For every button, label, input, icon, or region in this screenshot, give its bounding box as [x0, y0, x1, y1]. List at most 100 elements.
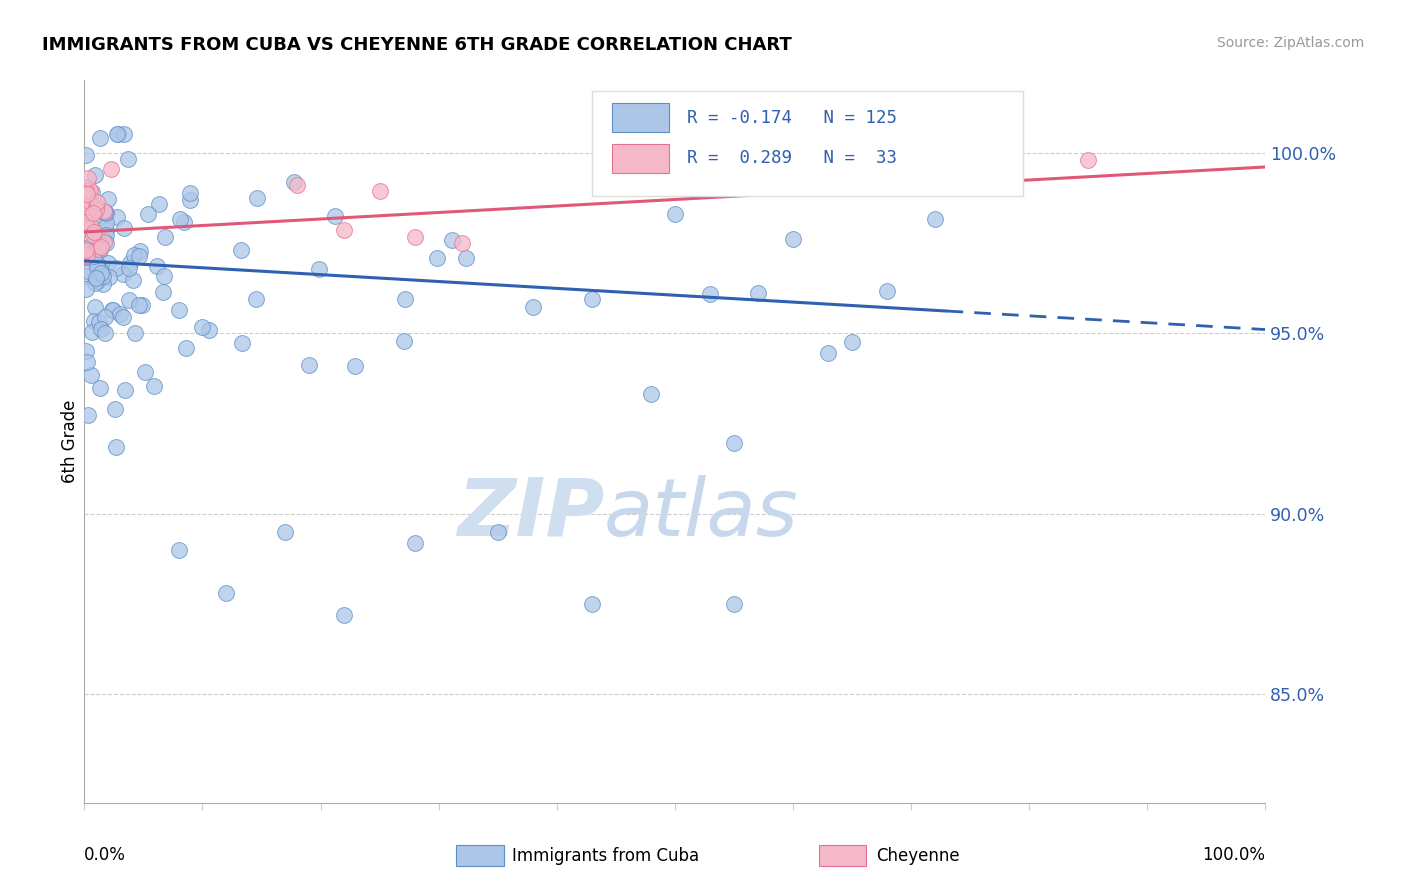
Point: [104, 261, 127, 276]
Point: [84, 200, 107, 214]
Point: [82, 228, 104, 243]
Point: [76, 171, 98, 186]
Point: [84, 301, 107, 315]
Point: [134, 366, 156, 380]
Point: [75, 249, 97, 263]
Point: [79, 194, 101, 209]
Point: [97, 256, 120, 270]
Point: [723, 436, 745, 450]
Point: [83, 225, 105, 239]
Point: [90, 266, 112, 280]
Point: [817, 345, 839, 359]
Point: [108, 307, 131, 321]
Point: [128, 298, 150, 312]
Point: [83, 276, 105, 290]
Point: [75, 282, 97, 296]
Point: [392, 334, 415, 348]
Point: [101, 302, 124, 317]
Point: [96, 235, 118, 250]
Point: [75, 203, 97, 218]
Text: Immigrants from Cuba: Immigrants from Cuba: [512, 847, 699, 864]
Point: [723, 178, 745, 192]
Point: [80, 239, 103, 253]
Point: [128, 249, 150, 263]
Point: [114, 383, 136, 397]
Point: [179, 186, 201, 201]
Point: [167, 303, 190, 318]
Point: [75, 343, 97, 358]
Point: [94, 227, 117, 242]
Point: [117, 152, 139, 166]
Point: [112, 128, 135, 142]
Text: 100.0%: 100.0%: [1202, 847, 1265, 864]
Point: [89, 239, 111, 253]
Point: [522, 300, 544, 314]
Point: [841, 335, 863, 350]
Point: [841, 167, 863, 181]
Point: [169, 212, 191, 227]
Point: [197, 323, 219, 337]
Point: [112, 220, 135, 235]
Point: [90, 240, 112, 254]
Point: [105, 128, 128, 142]
Point: [122, 273, 145, 287]
Point: [394, 293, 416, 307]
Point: [86, 242, 108, 256]
FancyBboxPatch shape: [818, 846, 866, 865]
Point: [138, 207, 160, 221]
FancyBboxPatch shape: [612, 144, 669, 173]
Point: [86, 271, 108, 285]
Point: [75, 148, 97, 162]
Text: R = -0.174   N = 125: R = -0.174 N = 125: [686, 109, 897, 127]
Point: [104, 441, 127, 455]
Point: [75, 243, 97, 257]
Point: [86, 256, 108, 270]
Point: [76, 186, 98, 201]
Point: [86, 226, 108, 240]
Point: [167, 543, 190, 558]
Point: [87, 315, 110, 329]
Point: [80, 219, 103, 234]
Point: [93, 326, 115, 341]
Point: [94, 205, 117, 219]
FancyBboxPatch shape: [457, 846, 503, 865]
Point: [231, 244, 253, 258]
Point: [86, 260, 108, 275]
Point: [782, 231, 804, 245]
Point: [191, 320, 214, 334]
Point: [298, 358, 321, 372]
Point: [152, 268, 174, 283]
Point: [86, 202, 108, 217]
Point: [76, 248, 98, 262]
Point: [486, 524, 509, 539]
Point: [118, 293, 141, 308]
Point: [80, 237, 103, 252]
Point: [152, 285, 174, 299]
Point: [231, 335, 253, 350]
FancyBboxPatch shape: [592, 91, 1024, 196]
Point: [699, 286, 721, 301]
Point: [94, 223, 117, 237]
Point: [112, 268, 135, 282]
Point: [246, 191, 269, 205]
Point: [75, 184, 97, 198]
Point: [723, 597, 745, 611]
Point: [75, 215, 97, 229]
Point: [97, 270, 120, 285]
Point: [80, 368, 103, 382]
Point: [101, 303, 124, 318]
Y-axis label: 6th Grade: 6th Grade: [62, 400, 80, 483]
Point: [93, 235, 115, 249]
Point: [89, 381, 111, 395]
Point: [323, 209, 346, 223]
Point: [94, 206, 117, 220]
Point: [924, 212, 946, 227]
Point: [581, 597, 603, 611]
Point: [131, 298, 153, 312]
Text: 0.0%: 0.0%: [84, 847, 127, 864]
Point: [426, 252, 449, 266]
Point: [640, 386, 662, 401]
Point: [451, 235, 474, 250]
Point: [89, 233, 111, 247]
Point: [104, 401, 127, 416]
